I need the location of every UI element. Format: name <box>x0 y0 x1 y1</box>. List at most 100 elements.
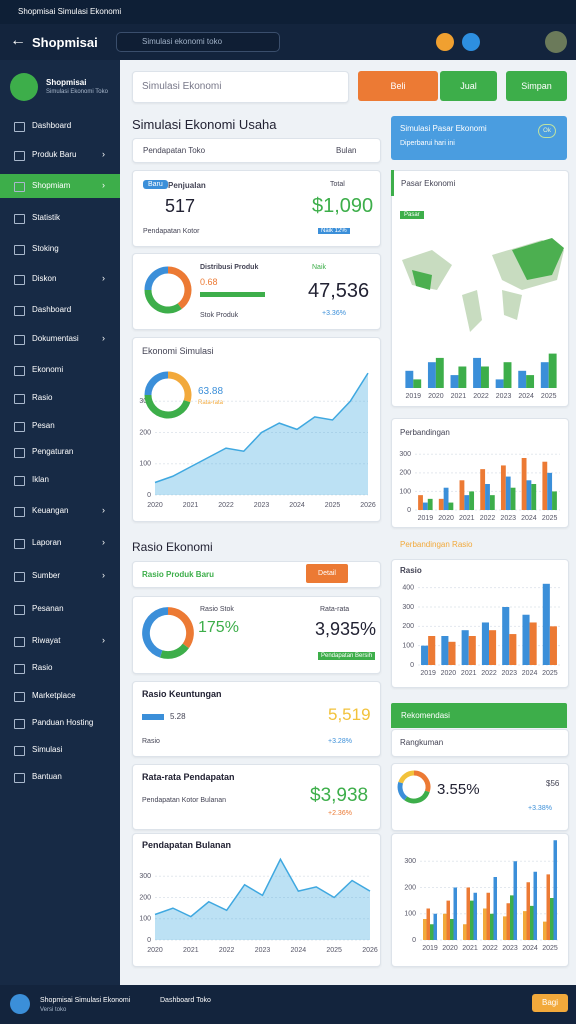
menu-item[interactable]: Pesan <box>32 421 55 430</box>
buy-button[interactable]: Beli <box>358 71 438 101</box>
bar-indicator <box>142 714 164 720</box>
app-bar <box>0 24 576 60</box>
card-value: 5.28 <box>170 712 186 721</box>
sell-button[interactable]: Jual <box>440 71 497 101</box>
message-icon[interactable] <box>462 33 480 51</box>
card-title: Penjualan <box>168 181 206 190</box>
menu-item[interactable]: Dashboard <box>32 121 72 130</box>
menu-icon <box>14 664 25 674</box>
menu-icon <box>14 448 25 458</box>
card-title: Pendapatan Bulanan <box>142 840 232 850</box>
active-item[interactable] <box>0 174 120 198</box>
input-text: Simulasi Ekonomi <box>142 81 222 92</box>
chevron: › <box>102 149 105 159</box>
chevron: › <box>102 537 105 547</box>
accent <box>391 170 394 196</box>
menu-item[interactable]: Pengaturan <box>32 447 74 456</box>
menu-item[interactable]: Laporan <box>32 538 62 547</box>
menu-item[interactable]: Shopmiam <box>32 181 71 190</box>
menu-icon <box>14 214 25 224</box>
menu-item[interactable]: Diskon <box>32 274 57 283</box>
menu-item[interactable]: Sumber <box>32 571 61 580</box>
menu-item[interactable]: Statistik <box>32 213 61 222</box>
sidebar <box>0 60 120 985</box>
menu-icon <box>14 335 25 345</box>
card-amount: $3,938 <box>310 785 369 806</box>
menu-item[interactable]: Pesanan <box>32 604 64 613</box>
menu-icon <box>14 605 25 615</box>
menu-item[interactable]: Rasio <box>32 393 53 402</box>
card-title: Rasio Stok <box>200 606 234 613</box>
card <box>391 763 569 831</box>
chevron: › <box>102 180 105 190</box>
share-button[interactable]: Bagi <box>532 994 568 1012</box>
menu-icon <box>14 122 25 132</box>
banner-sub: Diperbarui hari ini <box>400 140 455 147</box>
menu-item[interactable]: Panduan Hosting <box>32 718 94 727</box>
bar-indicator <box>200 292 265 297</box>
card-amount: $56 <box>546 779 560 788</box>
card-tag: Pendapatan Bersih <box>318 652 376 660</box>
menu-item[interactable]: Marketplace <box>32 691 76 700</box>
page-title: Simulasi Ekonomi Usaha <box>132 117 277 132</box>
input-box[interactable] <box>132 71 349 103</box>
banner-action[interactable]: Ok <box>538 124 556 138</box>
badge: Baru <box>143 180 168 189</box>
menu-icon <box>14 539 25 549</box>
menu-icon <box>14 275 25 285</box>
card-tag: Naik <box>312 264 327 271</box>
chart-card <box>132 833 381 967</box>
menu-item[interactable]: Simulasi <box>32 745 63 754</box>
filter[interactable] <box>132 138 381 163</box>
menu-item[interactable]: Ekonomi <box>32 365 64 374</box>
card-value: 0.68 <box>200 277 218 287</box>
chart-card <box>132 337 381 522</box>
menu-item[interactable]: Iklan <box>32 475 49 484</box>
card-amount: $1,090 <box>312 195 374 217</box>
avatar[interactable] <box>545 31 567 53</box>
menu-icon <box>14 182 25 192</box>
notif-icon[interactable] <box>436 33 454 51</box>
world-map <box>402 238 564 332</box>
bottom-second: Dashboard Toko <box>160 997 211 1004</box>
app-title: Shopmisai <box>32 35 98 50</box>
bottom-logo <box>10 994 30 1014</box>
status-title: Shopmisai Simulasi Ekonomi <box>18 7 122 16</box>
card-tag: Naik 12% <box>318 228 350 234</box>
menu-item[interactable]: Stoking <box>32 244 59 253</box>
menu-item[interactable]: Rasio <box>32 663 53 672</box>
menu-icon <box>14 507 25 517</box>
menu-item[interactable]: Dashboard <box>32 305 72 314</box>
menu-icon <box>14 366 25 376</box>
chevron: › <box>102 505 105 515</box>
search-text: Simulasi ekonomi toko <box>142 37 223 46</box>
brand-name: Shopmisai <box>46 78 87 87</box>
card-title: Ekonomi Simulasi <box>142 346 214 356</box>
filter-value: Bulan <box>336 146 357 155</box>
card-sub: Stok Produk <box>200 312 239 319</box>
back-button[interactable]: ← <box>10 32 26 49</box>
card-value: 63.88 <box>198 386 224 397</box>
card-title: Distribusi Produk <box>200 264 259 271</box>
chevron: › <box>102 570 105 580</box>
card-note: Rata-rata <box>198 400 224 406</box>
menu-item[interactable]: Dokumentasi <box>32 334 79 343</box>
menu-icon <box>14 719 25 729</box>
brand-sub: Simulasi Ekonomi Toko <box>46 89 108 95</box>
card <box>132 681 381 757</box>
menu-item[interactable]: Keuangan <box>32 506 69 515</box>
menu-item[interactable]: Bantuan <box>32 772 62 781</box>
menu-icon <box>14 637 25 647</box>
menu-icon <box>14 476 25 486</box>
card-title: Rasio <box>400 566 422 575</box>
menu-item[interactable]: Produk Baru <box>32 150 77 159</box>
badge: Pasar <box>400 211 424 219</box>
filter-label: Pendapatan Toko <box>143 146 206 155</box>
brand-logo <box>10 73 38 101</box>
menu-item[interactable]: Riwayat <box>32 636 61 645</box>
detail-button[interactable]: Detail <box>306 564 348 583</box>
search-box[interactable] <box>116 32 280 52</box>
save-button[interactable]: Simpan <box>506 71 567 101</box>
menu-icon <box>14 572 25 582</box>
